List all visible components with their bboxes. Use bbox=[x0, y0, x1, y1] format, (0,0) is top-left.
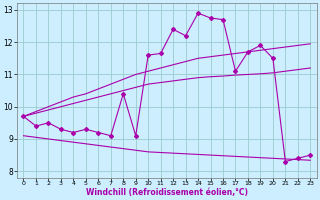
X-axis label: Windchill (Refroidissement éolien,°C): Windchill (Refroidissement éolien,°C) bbox=[86, 188, 248, 197]
